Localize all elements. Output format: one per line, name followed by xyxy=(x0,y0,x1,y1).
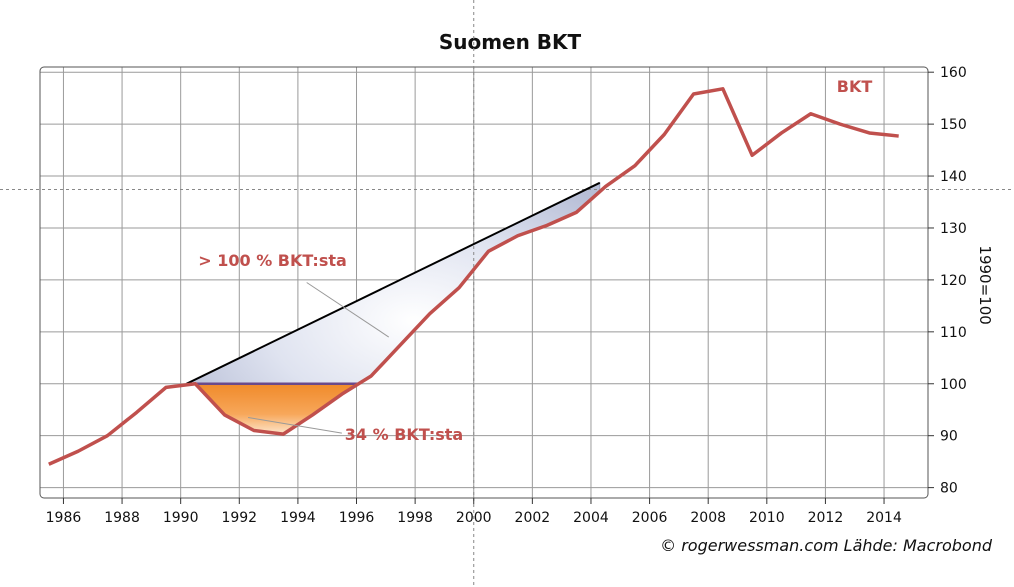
loss-shaded-region xyxy=(195,383,359,435)
x-tick-label: 2010 xyxy=(749,510,785,526)
shaded-regions xyxy=(186,181,601,435)
y-tick-label: 150 xyxy=(940,117,967,133)
y-tick-label: 140 xyxy=(940,169,967,185)
x-tick-label: 1992 xyxy=(221,510,257,526)
x-tick-label: 1994 xyxy=(280,510,316,526)
trend-line xyxy=(186,181,601,385)
credit-text: © rogerwessman.com Lähde: Macrobond xyxy=(660,536,992,555)
loss-leader-line xyxy=(247,417,342,434)
y-tick-label: 130 xyxy=(940,221,967,237)
y-axis-label: 1990=100 xyxy=(976,245,994,324)
x-tick-label: 2008 xyxy=(690,510,726,526)
y-tick-label: 80 xyxy=(940,481,958,497)
annotations: BKT > 100 % BKT:sta 34 % BKT:sta xyxy=(198,77,872,444)
x-tick-label: 2002 xyxy=(515,510,551,526)
x-tick-label: 1986 xyxy=(46,510,82,526)
x-tick-label: 1996 xyxy=(339,510,375,526)
series-layer xyxy=(48,87,899,466)
y-tick-label: 110 xyxy=(940,325,967,341)
gain-leader-line xyxy=(306,282,390,338)
x-axis-ticks: 1986 1988 1990 1992 1994 1996 1998 2000 2002 2004… xyxy=(46,498,902,526)
x-tick-label: 1998 xyxy=(397,510,433,526)
bkt-series-line xyxy=(48,87,899,466)
series-label-bkt: BKT xyxy=(837,77,873,96)
chart-title: Suomen BKT xyxy=(438,30,582,54)
gain-label: > 100 % BKT:sta xyxy=(198,251,347,270)
x-tick-label: 2000 xyxy=(456,510,492,526)
x-tick-label: 1990 xyxy=(163,510,199,526)
x-tick-label: 2004 xyxy=(573,510,609,526)
y-tick-label: 90 xyxy=(940,429,958,445)
x-tick-label: 2014 xyxy=(866,510,902,526)
x-tick-label: 2006 xyxy=(632,510,668,526)
y-tick-label: 160 xyxy=(940,65,967,81)
x-tick-label: 1988 xyxy=(104,510,140,526)
loss-label: 34 % BKT:sta xyxy=(345,425,463,444)
y-tick-label: 100 xyxy=(940,377,967,393)
x-tick-label: 2012 xyxy=(808,510,844,526)
grid-lines xyxy=(40,67,928,498)
plot-frame xyxy=(39,66,929,499)
y-tick-label: 120 xyxy=(940,273,967,289)
y-axis-ticks: 80 90 100 110 120 130 140 150 160 1990=100 xyxy=(928,65,994,497)
